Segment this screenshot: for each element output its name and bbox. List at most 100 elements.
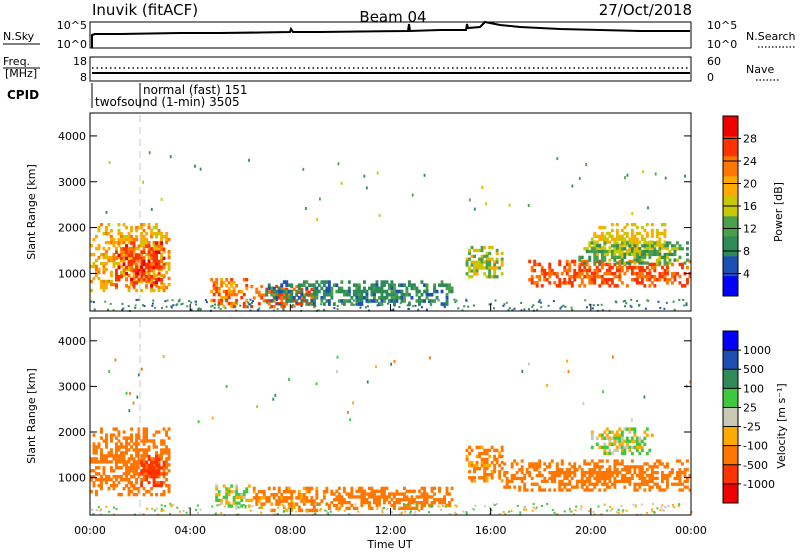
heatmap-speck	[336, 304, 339, 307]
heatmap-cell	[438, 501, 441, 505]
heatmap-cell	[643, 246, 647, 250]
heatmap-cell	[370, 289, 374, 294]
heatmap-cell	[620, 473, 624, 478]
heatmap-speck	[617, 512, 620, 514]
heatmap-cell	[615, 436, 619, 440]
heatmap-cell	[635, 237, 639, 241]
heatmap-cell	[658, 252, 662, 257]
heatmap-cell	[222, 484, 226, 488]
heatmap-cell	[160, 281, 163, 285]
heatmap-cell	[485, 448, 489, 453]
heatmap-cell	[478, 260, 481, 264]
heatmap-speck	[606, 509, 609, 512]
heatmap-cell	[210, 278, 214, 282]
heatmap-cell	[150, 232, 153, 236]
heatmap-cell	[583, 274, 587, 279]
heatmap-cell	[310, 508, 314, 513]
heatmap-cell	[388, 501, 391, 505]
heatmap-cell	[257, 293, 261, 297]
heatmap-cell	[145, 460, 148, 464]
heatmap-speck	[280, 304, 283, 307]
heatmap-speck	[531, 306, 534, 308]
heatmap-cell	[578, 479, 582, 483]
heatmap-cell	[600, 249, 604, 254]
heatmap-cell	[287, 289, 291, 294]
heatmap-cell	[117, 237, 121, 242]
heatmap-cell	[335, 495, 339, 499]
heatmap-cell	[410, 489, 414, 493]
heatmap-cell	[245, 298, 249, 303]
heatmap-cell	[350, 492, 354, 496]
heatmap-speck	[366, 305, 369, 308]
colorbar-swatch	[723, 156, 738, 177]
heatmap-speck	[349, 418, 351, 422]
heatmap-cell	[383, 498, 386, 502]
heatmap-cell	[227, 295, 231, 300]
heatmap-cell	[643, 442, 647, 446]
heatmap-cell	[110, 448, 113, 452]
heatmap-cell	[590, 278, 594, 282]
heatmap-cell	[543, 278, 547, 282]
heatmap-cell	[145, 270, 148, 275]
heatmap-cell	[548, 488, 552, 492]
heatmap-cell	[615, 261, 619, 265]
heatmap-cell	[105, 433, 108, 437]
heatmap-cell	[613, 244, 617, 248]
heatmap-cell	[337, 299, 341, 303]
heatmap-cell	[155, 492, 158, 497]
heatmap-cell	[495, 260, 499, 264]
heatmap-cell	[470, 460, 474, 465]
heatmap-cell	[135, 433, 138, 437]
heatmap-cell	[250, 498, 254, 502]
heatmap-cell	[395, 492, 399, 496]
heatmap-speck	[95, 509, 98, 512]
heatmap-cell	[671, 271, 674, 276]
heatmap-speck	[566, 359, 568, 363]
heatmap-cell	[493, 266, 497, 270]
nave-tick-low: 0	[707, 71, 714, 84]
heatmap-cell	[302, 496, 306, 500]
heatmap-cell	[162, 256, 166, 261]
heatmap-speck	[197, 307, 200, 310]
heatmap-cell	[162, 247, 166, 251]
heatmap-cell	[640, 445, 644, 450]
heatmap-cell	[400, 506, 404, 510]
heatmap-cell	[468, 463, 471, 468]
heatmap-cell	[630, 241, 634, 245]
heatmap-cell	[578, 271, 582, 276]
heatmap-cell	[575, 482, 579, 486]
heatmap-cell	[500, 251, 504, 256]
heatmap-cell	[663, 473, 667, 478]
heatmap-speck	[142, 180, 144, 184]
heatmap-cell	[613, 485, 617, 489]
nsky-strip-frame	[89, 21, 692, 49]
heatmap-cell	[150, 253, 153, 258]
heatmap-cell	[363, 492, 366, 496]
heatmap-cell	[117, 265, 121, 270]
heatmap-cell	[92, 460, 96, 464]
heatmap-cell	[558, 471, 562, 475]
heatmap-speck	[455, 512, 458, 515]
heatmap-cell	[583, 479, 587, 483]
heatmap-cell	[593, 482, 597, 486]
y-tick-label: 1000	[58, 472, 86, 485]
heatmap-cell	[565, 471, 569, 475]
heatmap-cell	[470, 479, 474, 483]
heatmap-speck	[532, 506, 535, 509]
heatmap-cell	[368, 501, 371, 505]
heatmap-cell	[423, 501, 426, 505]
heatmap-cell	[485, 476, 489, 480]
heatmap-cell	[535, 274, 539, 279]
heatmap-cell	[620, 462, 624, 466]
heatmap-cell	[112, 252, 116, 257]
heatmap-cell	[285, 280, 289, 284]
heatmap-cell	[383, 299, 386, 303]
heatmap-cell	[533, 468, 537, 472]
heatmap-speck	[471, 507, 474, 510]
heatmap-cell	[671, 281, 674, 285]
heatmap-speck	[352, 299, 355, 302]
heatmap-cell	[523, 488, 527, 492]
heatmap-speck	[390, 511, 393, 514]
heatmap-cell	[135, 448, 138, 452]
heatmap-cell	[643, 436, 647, 440]
